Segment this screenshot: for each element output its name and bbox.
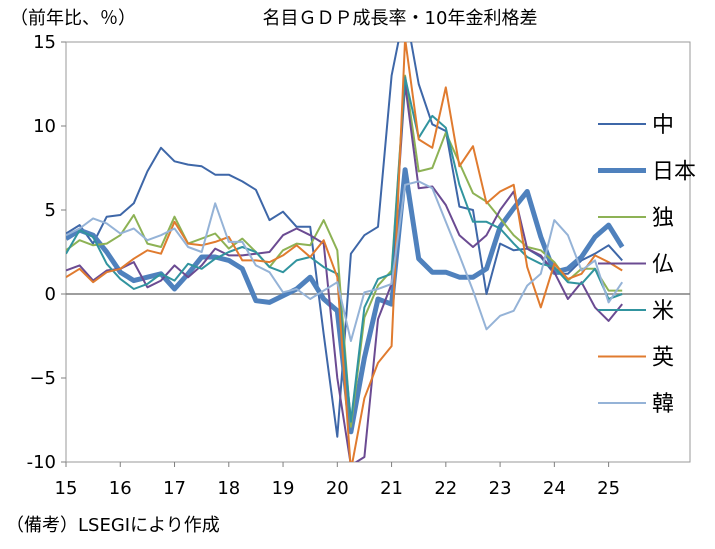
series-lines [66,42,625,462]
x-tick-label: 23 [489,478,512,499]
x-tick-label: 22 [434,478,457,499]
legend-label-0: 中 [652,113,674,138]
legend-label-5: 英 [652,346,674,371]
y-tick-label: 0 [45,284,56,305]
x-tick-label: 24 [543,478,566,499]
x-tick-label: 18 [217,478,240,499]
legend-label-2: 独 [652,206,674,231]
y-axis-ticks: -10 −5 0 5 10 15 [27,32,66,473]
chart-title: 名目ＧＤＰ成長率・10年金利格差 [263,8,538,29]
x-tick-label: 16 [109,478,132,499]
x-tick-label: 17 [163,478,186,499]
x-tick-label: 19 [272,478,295,499]
source-note: （備考）LSEGIにより作成 [6,515,220,536]
y-tick-label: 15 [33,32,56,53]
y-tick-label: 5 [45,200,56,221]
series-line-3 [66,83,623,462]
x-axis-ticks: 15 16 17 18 19 20 21 22 23 24 25 [55,462,620,499]
x-tick-label: 21 [380,478,403,499]
x-tick-label: 20 [326,478,349,499]
y-axis-label: （前年比、％） [10,8,136,29]
legend-label-1: 日本 [652,160,696,185]
legend-label-3: 仏 [652,253,674,278]
x-tick-label: 15 [55,478,78,499]
y-tick-label: −5 [29,368,56,389]
x-tick-label: 25 [597,478,620,499]
series-line-5 [66,42,623,462]
series-line-6 [66,180,624,342]
y-tick-label: -10 [27,452,56,473]
series-line-4 [66,76,623,423]
legend-label-4: 米 [652,299,674,324]
y-tick-label: 10 [33,116,56,137]
legend-label-6: 韓 [652,392,674,417]
